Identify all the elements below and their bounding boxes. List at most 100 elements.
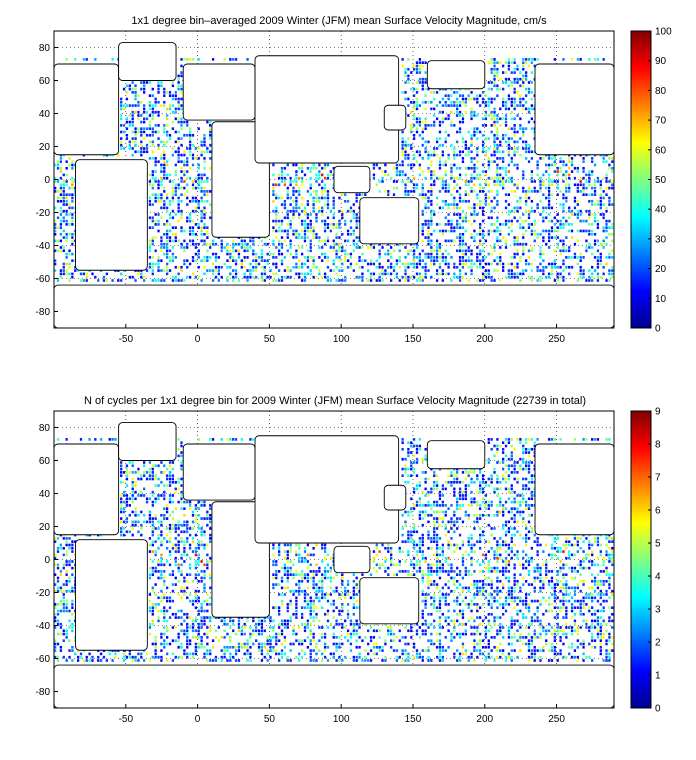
heatmap-cell	[278, 219, 281, 223]
heatmap-cell	[323, 229, 327, 233]
heatmap-cell	[229, 636, 232, 639]
heatmap-cell	[358, 645, 361, 649]
heatmap-cell	[467, 199, 470, 203]
heatmap-cell	[401, 130, 404, 134]
heatmap-cell	[203, 232, 206, 236]
heatmap-cell	[568, 183, 571, 187]
heatmap-cell	[157, 84, 160, 88]
heatmap-cell	[553, 259, 556, 262]
heatmap-cell	[134, 110, 137, 114]
heatmap-cell	[286, 223, 289, 226]
heatmap-cell	[312, 206, 315, 210]
heatmap-cell	[280, 655, 284, 659]
heatmap-cell	[341, 262, 344, 266]
heatmap-cell	[160, 104, 163, 107]
heatmap-cell	[183, 160, 186, 163]
heatmap-cell	[611, 589, 614, 593]
heatmap-cell	[522, 603, 525, 606]
heatmap-cell	[295, 655, 298, 659]
heatmap-cell	[513, 216, 516, 220]
heatmap-cell	[418, 655, 422, 659]
heatmap-cell	[292, 193, 295, 196]
heatmap-cell	[556, 622, 559, 626]
heatmap-cell	[188, 150, 192, 154]
heatmap-cell	[415, 81, 419, 84]
heatmap-cell	[355, 645, 358, 649]
heatmap-cell	[128, 87, 131, 91]
heatmap-cell	[263, 272, 266, 276]
heatmap-cell	[530, 649, 534, 652]
heatmap-cell	[151, 226, 154, 229]
heatmap-cell	[588, 209, 591, 213]
heatmap-cell	[352, 629, 355, 633]
heatmap-cell	[496, 649, 499, 652]
heatmap-cell	[450, 589, 453, 593]
heatmap-cell	[461, 157, 465, 160]
heatmap-cell	[62, 209, 65, 213]
heatmap-cell	[487, 114, 490, 117]
heatmap-cell	[507, 652, 511, 656]
heatmap-cell	[243, 239, 246, 243]
heatmap-cell	[237, 242, 241, 246]
heatmap-cell	[321, 579, 324, 583]
heatmap-cell	[553, 645, 556, 649]
heatmap-cell	[542, 229, 545, 233]
heatmap-cell	[407, 180, 410, 183]
heatmap-cell	[398, 256, 401, 259]
heatmap-cell	[435, 242, 439, 246]
heatmap-cell	[496, 166, 499, 170]
heatmap-cell	[499, 616, 502, 619]
heatmap-cell	[323, 642, 327, 646]
heatmap-cell	[326, 223, 330, 226]
heatmap-cell	[484, 137, 488, 140]
heatmap-cell	[421, 612, 424, 616]
heatmap-cell	[295, 599, 298, 603]
heatmap-cell	[260, 252, 264, 256]
heatmap-cell	[326, 275, 330, 279]
heatmap-cell	[438, 100, 442, 104]
heatmap-cell	[358, 622, 361, 626]
heatmap-cell	[197, 632, 200, 636]
heatmap-cell	[502, 81, 505, 84]
heatmap-cell	[596, 609, 600, 613]
heatmap-cell	[562, 206, 565, 210]
heatmap-cell	[588, 58, 591, 61]
heatmap-cell	[599, 275, 602, 279]
heatmap-cell	[441, 272, 444, 276]
heatmap-cell	[157, 186, 160, 190]
heatmap-cell	[200, 579, 203, 583]
heatmap-cell	[421, 265, 424, 269]
heatmap-cell	[275, 606, 278, 609]
heatmap-cell	[401, 140, 404, 144]
heatmap-cell	[240, 265, 243, 269]
heatmap-cell	[444, 272, 447, 276]
heatmap-cell	[427, 252, 430, 256]
heatmap-cell	[562, 58, 565, 61]
heatmap-cell	[295, 183, 298, 187]
heatmap-cell	[151, 157, 154, 160]
heatmap-cell	[266, 262, 269, 266]
heatmap-cell	[220, 275, 223, 279]
heatmap-cell	[519, 259, 522, 262]
heatmap-cell	[232, 269, 235, 272]
heatmap-cell	[183, 246, 186, 249]
heatmap-cell	[582, 176, 585, 180]
heatmap-cell	[611, 160, 614, 163]
heatmap-cell	[168, 236, 172, 239]
heatmap-cell	[82, 58, 86, 61]
heatmap-cell	[479, 649, 482, 652]
heatmap-cell	[56, 160, 60, 163]
heatmap-cell	[593, 619, 597, 623]
heatmap-cell	[410, 180, 413, 183]
heatmap-cell	[140, 120, 143, 124]
heatmap-cell	[194, 209, 198, 213]
heatmap-cell	[341, 232, 344, 236]
heatmap-cell	[496, 170, 499, 173]
heatmap-cell	[280, 576, 284, 580]
heatmap-cell	[430, 176, 433, 180]
heatmap-cell	[502, 117, 505, 121]
heatmap-cell	[275, 219, 278, 223]
heatmap-cell	[608, 219, 611, 223]
heatmap-cell	[476, 173, 479, 177]
heatmap-cell	[168, 133, 172, 137]
